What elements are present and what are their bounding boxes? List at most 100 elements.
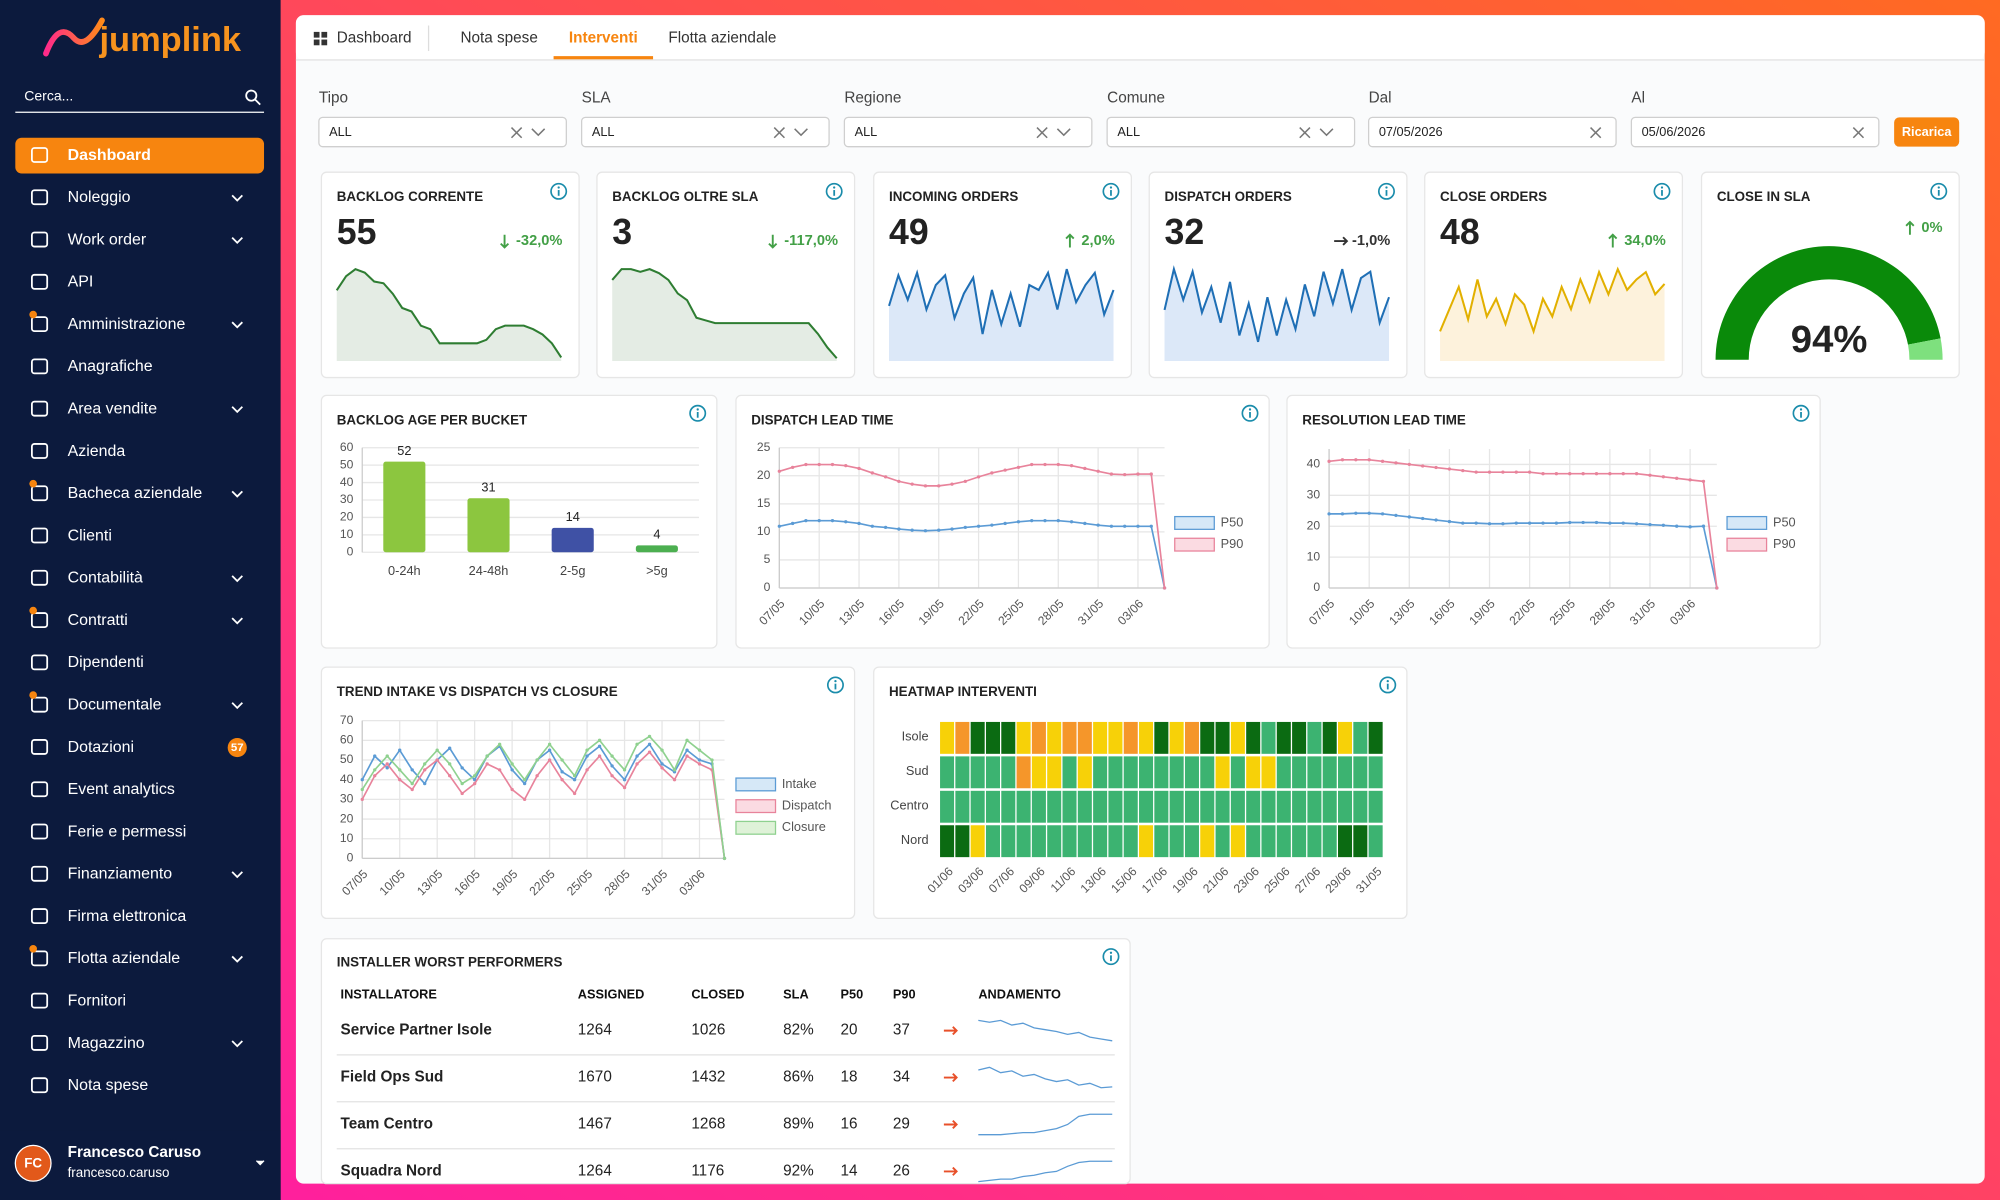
menu-item[interactable]: Fornitori <box>68 992 126 1009</box>
dropdown-icon <box>1056 128 1071 137</box>
heat-cell <box>1001 721 1016 754</box>
reload-button[interactable] <box>1894 117 1960 147</box>
heat-cell <box>1108 721 1123 754</box>
info-icon[interactable] <box>1792 404 1810 422</box>
info-icon[interactable] <box>550 182 568 200</box>
heat-cell <box>1215 790 1230 823</box>
menu-item[interactable]: Contabilità <box>68 570 143 587</box>
series-point <box>585 748 589 752</box>
y-tick-label: 60 <box>340 733 354 747</box>
menu-item[interactable]: Ferie e permessi <box>68 823 187 840</box>
row-spark <box>978 1160 1113 1183</box>
trend-arrow <box>943 1026 958 1036</box>
menu-item[interactable]: API <box>68 274 94 291</box>
filter-label: Comune <box>1107 89 1165 106</box>
heat-cell <box>1077 790 1092 823</box>
kpi-spark-line <box>611 268 838 359</box>
heat-cell <box>1031 721 1046 754</box>
menu-item[interactable]: Event analytics <box>68 781 175 798</box>
series-point <box>1083 466 1087 471</box>
chart-title: DISPATCH LEAD TIME <box>751 412 893 427</box>
heat-cell <box>1139 756 1154 789</box>
filter-input[interactable] <box>843 116 1093 148</box>
menu-active <box>15 137 265 174</box>
heat-cell <box>985 756 1000 789</box>
series-point <box>497 768 502 772</box>
series-point <box>1487 470 1492 474</box>
info-icon[interactable] <box>1377 182 1395 200</box>
filter-label: SLA <box>582 89 612 106</box>
series-point <box>1149 472 1153 476</box>
series-point <box>473 774 477 778</box>
info-icon[interactable] <box>1102 948 1120 966</box>
user-username: francesco.caruso <box>68 1165 170 1180</box>
menu-item[interactable]: Area vendite <box>68 401 158 418</box>
menu-item[interactable]: Noleggio <box>68 189 131 206</box>
info-icon[interactable] <box>1653 182 1671 200</box>
menu-item[interactable]: Contratti <box>68 612 128 629</box>
kpi-change: -117,0% <box>784 233 838 249</box>
series-point <box>672 768 677 772</box>
menu-item[interactable]: Flotta aziendale <box>68 950 181 967</box>
filter-input[interactable] <box>580 116 830 148</box>
series-point <box>1554 521 1559 525</box>
info-icon[interactable] <box>826 676 844 694</box>
menu-item[interactable]: Magazzino <box>68 1035 145 1052</box>
logo: jumplink <box>98 21 241 59</box>
row-label: Nord <box>901 832 929 847</box>
tab[interactable]: Dashboard <box>337 29 412 46</box>
tab[interactable]: Flotta aziendale <box>668 29 776 46</box>
menu-item[interactable]: Dotazioni <box>68 739 134 756</box>
series-point <box>1056 519 1060 523</box>
menu-item[interactable]: Dashboard <box>68 147 151 164</box>
menu-item[interactable]: Nota spese <box>68 1077 149 1094</box>
table-cell: 20 <box>841 1022 858 1039</box>
series-point <box>1056 462 1060 467</box>
menu-item[interactable]: Dipendenti <box>68 654 144 671</box>
info-icon[interactable] <box>1930 182 1948 200</box>
table-cell: 92% <box>783 1162 814 1179</box>
legend-label: Closure <box>782 819 826 834</box>
search-input[interactable]: Cerca... <box>24 88 73 104</box>
trend-arrow <box>1065 233 1075 248</box>
series-point <box>410 781 414 786</box>
filter-input[interactable] <box>318 116 567 148</box>
series-point <box>1527 470 1532 474</box>
series-point <box>1096 469 1100 473</box>
series-point <box>485 754 489 758</box>
menu-item[interactable]: Amministrazione <box>68 316 186 333</box>
series-point <box>610 754 614 758</box>
heat-cell <box>1338 721 1353 754</box>
info-icon[interactable] <box>689 404 707 422</box>
series-point <box>1461 468 1465 473</box>
menu-item[interactable]: Azienda <box>68 443 126 460</box>
heat-cell <box>1108 756 1123 789</box>
menu-item[interactable]: Documentale <box>68 696 162 713</box>
info-icon[interactable] <box>825 182 843 200</box>
heat-cell <box>1292 756 1307 789</box>
menu-item[interactable]: Anagrafiche <box>68 358 153 375</box>
filter-input[interactable] <box>1367 116 1617 148</box>
filter-input[interactable] <box>1106 116 1356 148</box>
tab[interactable]: Interventi <box>569 29 638 46</box>
info-icon <box>1386 679 1389 683</box>
heat-cell <box>1307 825 1322 858</box>
menu-icon <box>30 739 49 755</box>
menu-item[interactable]: Bacheca aziendale <box>68 485 203 502</box>
info-icon[interactable] <box>1241 404 1259 422</box>
series-line <box>361 750 726 859</box>
menu-icon <box>30 1077 49 1094</box>
menu-chevron <box>231 490 243 498</box>
series-point <box>1648 523 1652 527</box>
info-icon[interactable] <box>1379 676 1397 694</box>
trend-arrow <box>1608 233 1618 248</box>
menu-item[interactable]: Finanziamento <box>68 866 173 883</box>
tab[interactable]: Nota spese <box>460 29 537 46</box>
series-point <box>1447 467 1452 471</box>
filter-input[interactable] <box>1630 116 1880 148</box>
info-icon[interactable] <box>1102 182 1120 200</box>
menu-item[interactable]: Firma elettronica <box>68 908 187 925</box>
menu-item[interactable]: Clienti <box>68 527 112 544</box>
menu-item[interactable]: Work order <box>68 231 147 248</box>
legend-swatch <box>1726 515 1768 530</box>
